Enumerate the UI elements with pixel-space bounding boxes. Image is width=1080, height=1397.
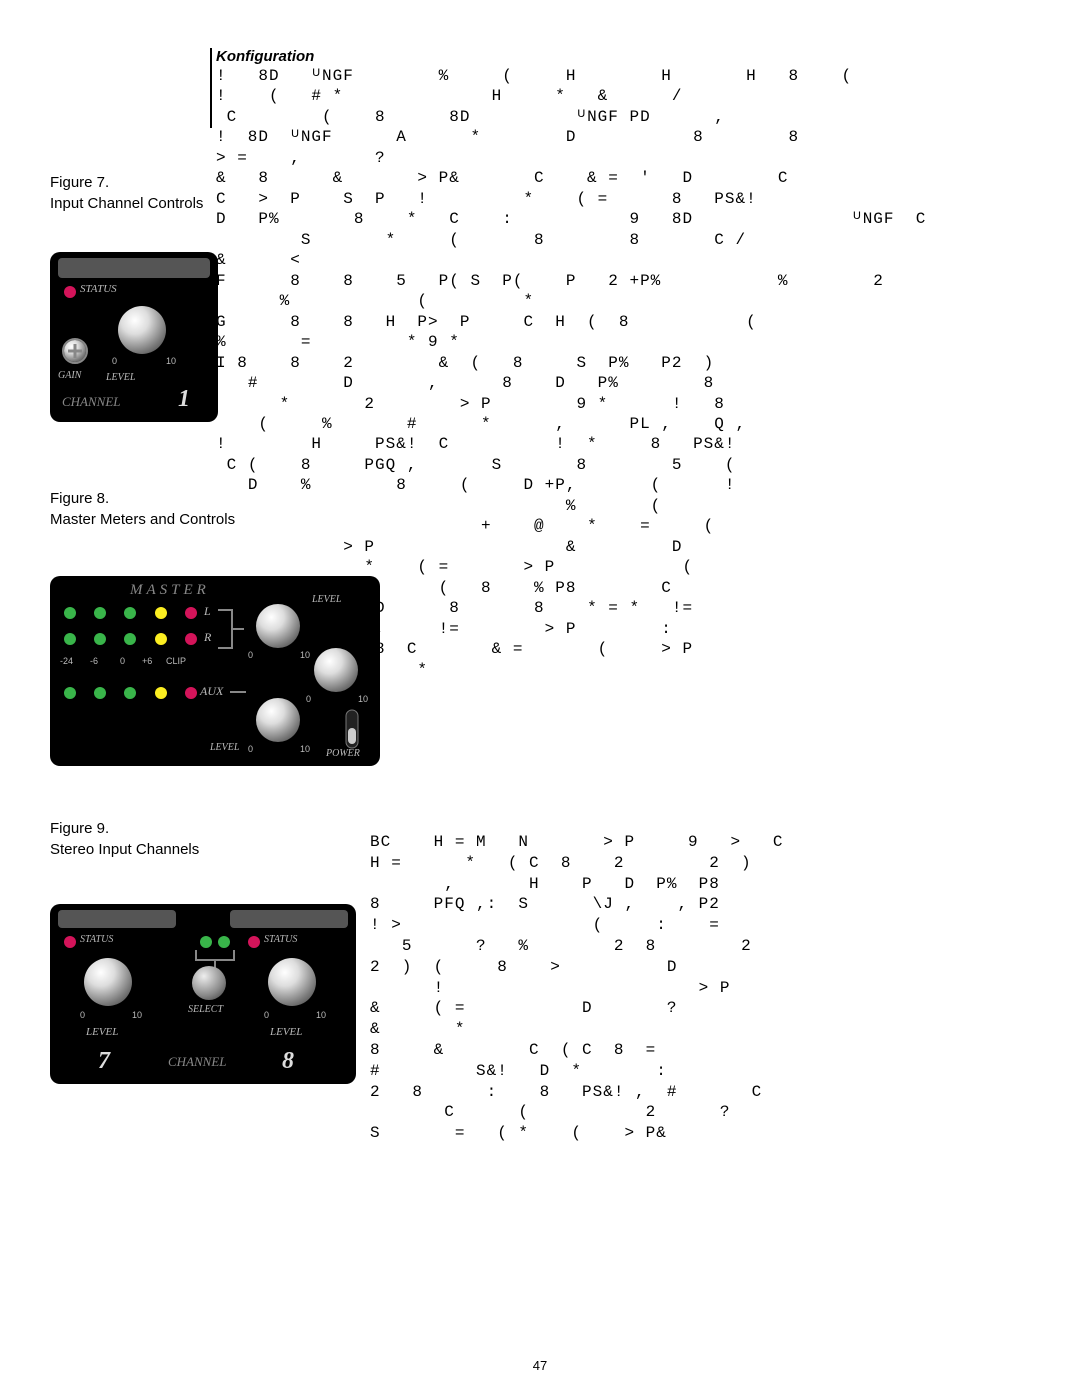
meter-clip: CLIP xyxy=(166,656,186,666)
aux-label: AUX xyxy=(200,684,223,699)
fig7-line1: Figure 7. xyxy=(50,174,370,191)
level-knob-8[interactable] xyxy=(268,958,316,1006)
channel-number: 1 xyxy=(178,386,190,413)
status-label-7: STATUS xyxy=(80,934,113,945)
bracket-aux-icon xyxy=(228,682,248,702)
aux-level-label: LEVEL xyxy=(210,742,239,753)
display-strip xyxy=(58,258,210,278)
second-knob[interactable] xyxy=(314,648,358,692)
fig8-line1: Figure 8. xyxy=(50,490,370,507)
panel-master: MASTER L R -24 -6 0 +6 CLIP AUX xyxy=(50,576,380,766)
strip-left xyxy=(58,910,176,928)
select-led-right xyxy=(218,936,230,948)
meter-p6: +6 xyxy=(142,656,152,666)
select-led-left xyxy=(200,936,212,948)
heading-separator xyxy=(210,48,212,128)
meter-row-R xyxy=(64,632,197,649)
meter-row-L xyxy=(64,606,197,623)
s8-0: 0 xyxy=(264,1010,269,1020)
level-knob-7[interactable] xyxy=(84,958,132,1006)
master-level-knob[interactable] xyxy=(256,604,300,648)
status-led-8 xyxy=(248,936,260,948)
panel-stereo-inputs: STATUS STATUS 0 10 0 10 SELECT LEVEL LEV… xyxy=(50,904,356,1084)
fig9-line1: Figure 9. xyxy=(50,820,370,837)
level-7-label: LEVEL xyxy=(86,1026,118,1038)
status-label: STATUS xyxy=(80,283,117,295)
status-led-icon xyxy=(64,286,76,298)
master-level-label: LEVEL xyxy=(312,594,341,605)
plus-icon xyxy=(61,337,89,365)
ms0b: 0 xyxy=(306,694,311,704)
L-label: L xyxy=(204,604,211,619)
status-label-8: STATUS xyxy=(264,934,297,945)
s7-10: 10 xyxy=(132,1010,142,1020)
select-knob[interactable] xyxy=(192,966,226,1000)
panel-input-channel: STATUS GAIN 0 10 LEVEL CHANNEL 1 xyxy=(50,252,218,422)
meter-row-aux xyxy=(64,686,197,703)
channel-8-number: 8 xyxy=(282,1048,294,1075)
scale-10: 10 xyxy=(166,356,176,366)
R-label: R xyxy=(204,630,211,645)
master-label: MASTER xyxy=(130,582,210,599)
ms0a: 0 xyxy=(248,650,253,660)
channel-label: CHANNEL xyxy=(62,394,121,410)
level-knob[interactable] xyxy=(118,306,166,354)
meter-m24: -24 xyxy=(60,656,73,666)
select-label: SELECT xyxy=(188,1004,223,1015)
section-title: Konfiguration xyxy=(216,48,314,65)
fig9-line2: Stereo Input Channels xyxy=(50,841,370,858)
meter-m6: -6 xyxy=(90,656,98,666)
s7-0: 0 xyxy=(80,1010,85,1020)
ms0c: 0 xyxy=(248,744,253,754)
gain-label: GAIN xyxy=(58,370,81,381)
body-text-2: BC H = M N > P 9 > C H = * ( C 8 2 2 ) ,… xyxy=(370,832,1000,1144)
meter-0: 0 xyxy=(120,656,125,666)
page-number: 47 xyxy=(0,1358,1080,1373)
power-label: POWER xyxy=(326,748,360,759)
level-label: LEVEL xyxy=(106,372,135,383)
ms10c: 10 xyxy=(300,744,310,754)
bracket-icon xyxy=(216,604,246,654)
channel-7-number: 7 xyxy=(98,1048,110,1075)
s8-10: 10 xyxy=(316,1010,326,1020)
level-8-label: LEVEL xyxy=(270,1026,302,1038)
strip-right xyxy=(230,910,348,928)
scale-0: 0 xyxy=(112,356,117,366)
fig8-line2: Master Meters and Controls xyxy=(50,511,370,528)
ms10a: 10 xyxy=(300,650,310,660)
fig7-line2: Input Channel Controls xyxy=(50,195,370,212)
channel-label-stereo: CHANNEL xyxy=(168,1054,227,1070)
aux-level-knob[interactable] xyxy=(256,698,300,742)
status-led-7 xyxy=(64,936,76,948)
ms10b: 10 xyxy=(358,694,368,704)
power-toggle[interactable] xyxy=(340,708,364,750)
